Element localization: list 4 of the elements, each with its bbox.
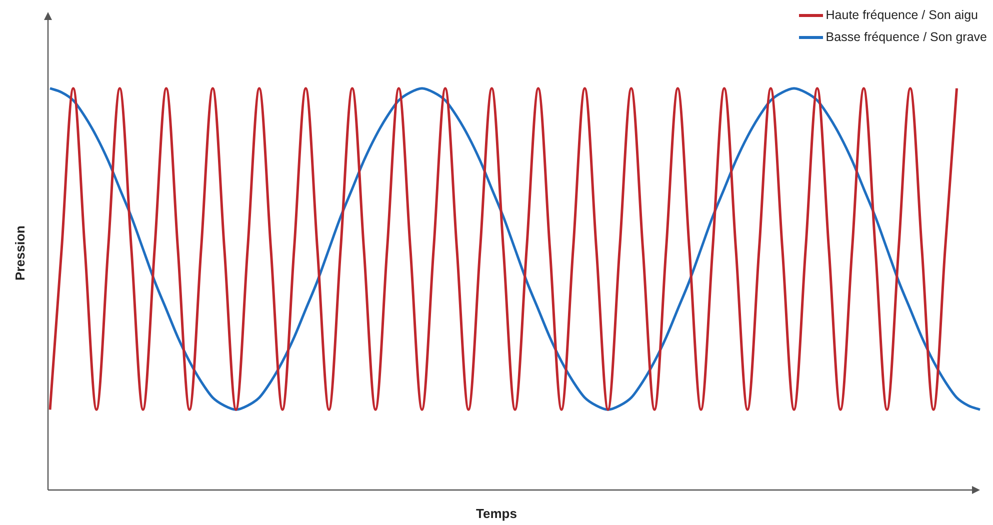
y-axis-title: Pression <box>12 226 28 280</box>
x-axis-title: Temps <box>475 506 518 521</box>
legend-label: Haute fréquence / Son aigu <box>826 8 978 22</box>
legend-label: Basse fréquence / Son grave <box>826 30 987 44</box>
